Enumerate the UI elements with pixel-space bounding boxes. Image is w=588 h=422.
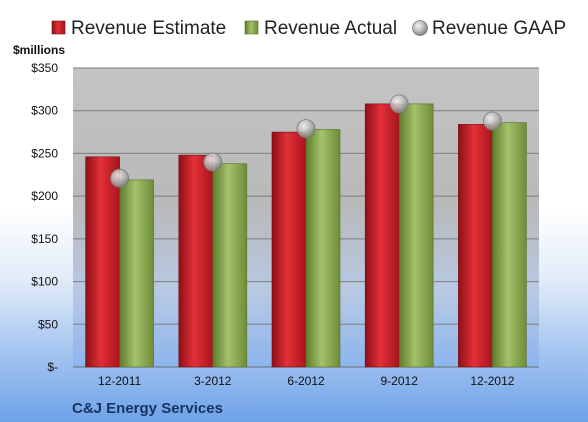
bars-group: [85, 103, 527, 368]
y-tick-label: $-: [47, 360, 58, 374]
company-name: C&J Energy Services: [72, 400, 223, 417]
x-tick-label: 9-2012: [381, 374, 419, 388]
actual-bar: [119, 179, 154, 368]
estimate-bar: [178, 154, 214, 368]
y-tick-label: $200: [31, 189, 58, 203]
legend-swatch-actual: [244, 20, 259, 35]
y-tick-label: $250: [31, 146, 58, 160]
x-tick-labels: 12-2011 3-2012 6-2012 9-2012 12-2012: [98, 374, 515, 388]
y-tick-labels: $- $50 $100 $150 $200 $250 $300 $350: [31, 61, 58, 374]
y-unit-label: $millions: [13, 43, 65, 57]
y-tick-label: $100: [31, 275, 58, 289]
estimate-bar: [271, 131, 307, 368]
x-tick-label: 6-2012: [287, 374, 325, 388]
x-tick-label: 12-2011: [98, 374, 141, 388]
y-tick-label: $350: [31, 61, 58, 75]
estimate-bar: [458, 124, 493, 368]
gaap-marker: [482, 111, 502, 131]
x-tick-label: 12-2012: [470, 374, 514, 388]
y-tick-label: $300: [31, 104, 58, 118]
y-tick-label: $50: [38, 317, 58, 331]
legend-swatch-estimate: [51, 20, 66, 35]
gaap-marker: [389, 94, 409, 114]
actual-bar: [212, 163, 248, 368]
y-tick-label: $150: [31, 232, 58, 246]
legend: Revenue Estimate Revenue Actual Revenue GA…: [51, 18, 566, 39]
gaap-markers-group: [110, 94, 502, 188]
legend-swatch-gaap: [412, 20, 428, 36]
legend-label: Revenue Estimate: [71, 18, 226, 39]
gaap-marker: [296, 119, 316, 139]
actual-bar: [305, 129, 341, 368]
estimate-bar: [85, 156, 120, 368]
actual-bar: [492, 122, 527, 368]
gaap-marker: [203, 152, 223, 172]
legend-label: Revenue GAAP: [432, 18, 566, 39]
actual-bar: [398, 103, 434, 368]
legend-label: Revenue Actual: [264, 18, 397, 39]
gaap-marker: [110, 168, 129, 188]
x-tick-label: 3-2012: [194, 374, 232, 388]
estimate-bar: [364, 103, 400, 368]
